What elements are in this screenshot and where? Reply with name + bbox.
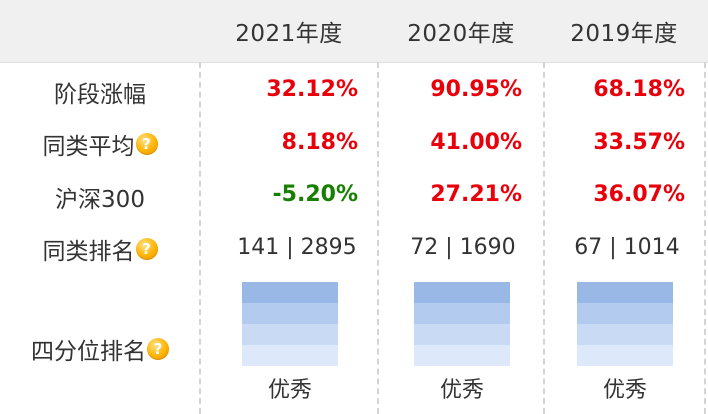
category-rank-2021: 141 | 2895 xyxy=(237,235,357,260)
stage-return-2020: 90.95% xyxy=(430,77,522,102)
column-divider xyxy=(377,62,379,414)
category-avg-2020: 41.00% xyxy=(430,130,522,155)
quartile-segment xyxy=(242,303,338,324)
quartile-segment xyxy=(577,303,673,324)
stage-return-2019: 68.18% xyxy=(593,77,685,102)
quartile-bar-2021 xyxy=(242,282,338,366)
hs300-2020: 27.21% xyxy=(430,182,522,207)
row-label-hs300: 沪深300 xyxy=(55,187,145,213)
category-avg-2021: 8.18% xyxy=(281,130,358,155)
column-divider xyxy=(704,62,706,414)
quartile-label-2020: 优秀 xyxy=(439,378,484,403)
quartile-segment xyxy=(414,324,510,345)
question-mark-icon[interactable]: ? xyxy=(135,133,158,155)
quartile-bar-2019 xyxy=(577,282,673,366)
quartile-segment xyxy=(414,303,510,324)
quartile-segment xyxy=(577,345,673,366)
quartile-label-2021: 优秀 xyxy=(267,378,312,403)
row-label-stage-return: 阶段涨幅 xyxy=(54,82,146,108)
column-divider xyxy=(543,62,545,414)
question-mark-icon[interactable]: ? xyxy=(147,338,169,360)
quartile-segment xyxy=(414,345,510,366)
year-header-2019: 2019年度 xyxy=(570,21,678,47)
hs300-2021: -5.20% xyxy=(272,182,358,207)
quartile-bar-2020 xyxy=(414,282,510,366)
quartile-segment xyxy=(577,282,673,303)
quartile-segment xyxy=(414,282,510,303)
question-mark-icon[interactable]: ? xyxy=(135,238,158,260)
year-header-2020: 2020年度 xyxy=(407,21,515,47)
quartile-segment xyxy=(577,324,673,345)
row-label-category-avg: 同类平均? xyxy=(0,127,200,161)
column-divider xyxy=(199,62,201,414)
category-rank-2020: 72 | 1690 xyxy=(410,235,516,260)
quartile-segment xyxy=(242,324,338,345)
category-avg-2019: 33.57% xyxy=(593,130,685,155)
quartile-segment xyxy=(242,345,338,366)
quartile-segment xyxy=(242,282,338,303)
table-header xyxy=(0,0,708,63)
category-rank-2019: 67 | 1014 xyxy=(574,235,680,260)
year-header-2021: 2021年度 xyxy=(235,21,343,47)
hs300-2019: 36.07% xyxy=(593,182,685,207)
row-label-category-rank: 同类排名? xyxy=(0,232,200,266)
stage-return-2021: 32.12% xyxy=(266,77,358,102)
row-label-quartile-rank: 四分位排名? xyxy=(0,332,200,366)
quartile-label-2019: 优秀 xyxy=(602,378,647,403)
